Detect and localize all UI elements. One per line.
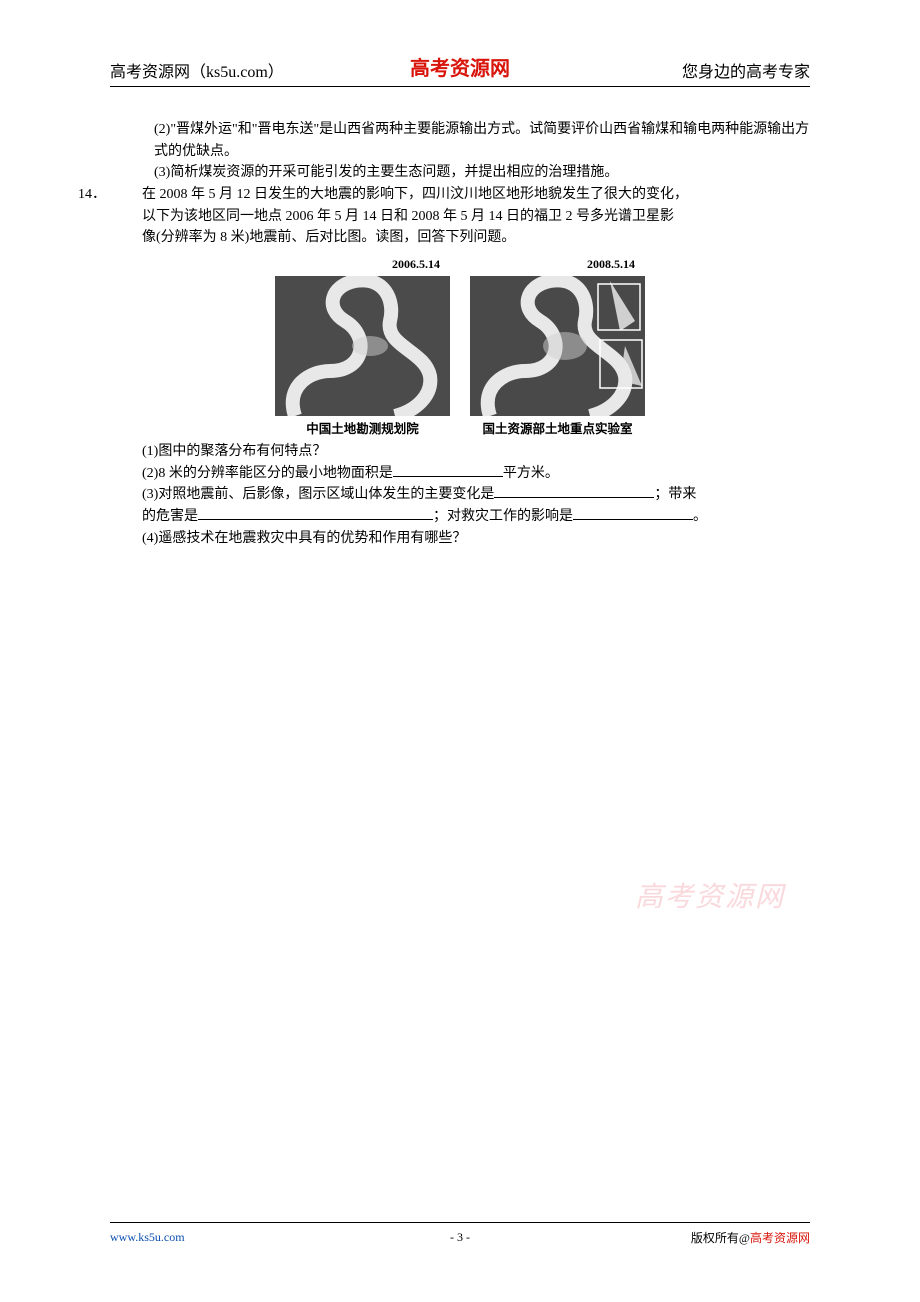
q14-sub2: (2)8 米的分辨率能区分的最小地物面积是 平方米。 [110, 463, 810, 485]
blank-area [393, 463, 503, 477]
q14-sub3-e: 。 [693, 509, 707, 524]
q14-sub3-b: ；带来 [654, 487, 696, 502]
satellite-right-block: 2008.5.14 国土资源部土地重点实验室 [470, 255, 645, 439]
q14-sub2-a: (2)8 米的分辨率能区分的最小地物面积是 [142, 466, 393, 481]
q14-sub4: (4)遥感技术在地震救灾中具有的优势和作用有哪些？ [110, 528, 810, 550]
q14-number: 14． [110, 184, 142, 206]
page-footer: www.ks5u.com - 3 - 版权所有@高考资源网 [110, 1222, 810, 1246]
header-center-logo: 高考资源网 [410, 52, 510, 81]
blank-hazard [198, 506, 433, 520]
header-left: 高考资源网（ks5u.com） [110, 58, 284, 82]
q14-block: 14．在 2008 年 5 月 12 日发生的大地震的影响下，四川汶川地区地形地… [110, 184, 810, 549]
q14-sub3-line2: 的危害是 ；对救灾工作的影响是 。 [110, 506, 810, 528]
q14-intro-line3: 像(分辨率为 8 米)地震前、后对比图。读图，回答下列问题。 [110, 227, 810, 249]
q14-sub3-d: ；对救灾工作的影响是 [433, 509, 573, 524]
q14-sub1: (1)图中的聚落分布有何特点？ [110, 441, 810, 463]
satellite-left-svg [275, 276, 450, 416]
satellite-right-caption: 国土资源部土地重点实验室 [470, 420, 645, 439]
footer-copyright: 版权所有@高考资源网 [691, 1229, 810, 1246]
satellite-left-date: 2006.5.14 [275, 255, 450, 274]
watermark-text: 高考资源网 [635, 875, 785, 915]
q14-sub3-c: 的危害是 [142, 509, 198, 524]
q14-intro-line1: 14．在 2008 年 5 月 12 日发生的大地震的影响下，四川汶川地区地形地… [110, 184, 810, 206]
footer-url: www.ks5u.com [110, 1230, 185, 1245]
header-right: 您身边的高考专家 [682, 58, 810, 82]
content-body: (2)"晋煤外运"和"晋电东送"是山西省两种主要能源输出方式。试简要评价山西省输… [110, 119, 810, 550]
satellite-right-image [470, 276, 645, 416]
blank-change [494, 484, 654, 498]
footer-page-number: - 3 - [450, 1230, 470, 1245]
satellite-right-date: 2008.5.14 [470, 255, 645, 274]
q13-sub2: (2)"晋煤外运"和"晋电东送"是山西省两种主要能源输出方式。试简要评价山西省输… [110, 119, 810, 162]
q14-sub2-b: 平方米。 [503, 466, 559, 481]
q14-sub3-line1: (3)对照地震前、后影像，图示区域山体发生的主要变化是 ；带来 [110, 484, 810, 506]
satellite-image-row: 2006.5.14 中国土地勘测规划院 2008.5.14 [110, 255, 810, 439]
satellite-left-image [275, 276, 450, 416]
satellite-right-svg [470, 276, 645, 416]
q14-intro-l1-text: 在 2008 年 5 月 12 日发生的大地震的影响下，四川汶川地区地形地貌发生… [142, 187, 688, 202]
satellite-left-block: 2006.5.14 中国土地勘测规划院 [275, 255, 450, 439]
page-header: 高考资源网（ks5u.com） 高考资源网 您身边的高考专家 [110, 58, 810, 87]
q13-sub3: (3)简析煤炭资源的开采可能引发的主要生态问题，并提出相应的治理措施。 [110, 162, 810, 184]
q14-intro-line2: 以下为该地区同一地点 2006 年 5 月 14 日和 2008 年 5 月 1… [110, 206, 810, 228]
satellite-left-caption: 中国土地勘测规划院 [275, 420, 450, 439]
footer-right-brand: 高考资源网 [750, 1231, 810, 1245]
q14-sub3-a: (3)对照地震前、后影像，图示区域山体发生的主要变化是 [142, 487, 494, 502]
blank-influence [573, 506, 693, 520]
footer-right-plain: 版权所有@ [691, 1231, 750, 1245]
